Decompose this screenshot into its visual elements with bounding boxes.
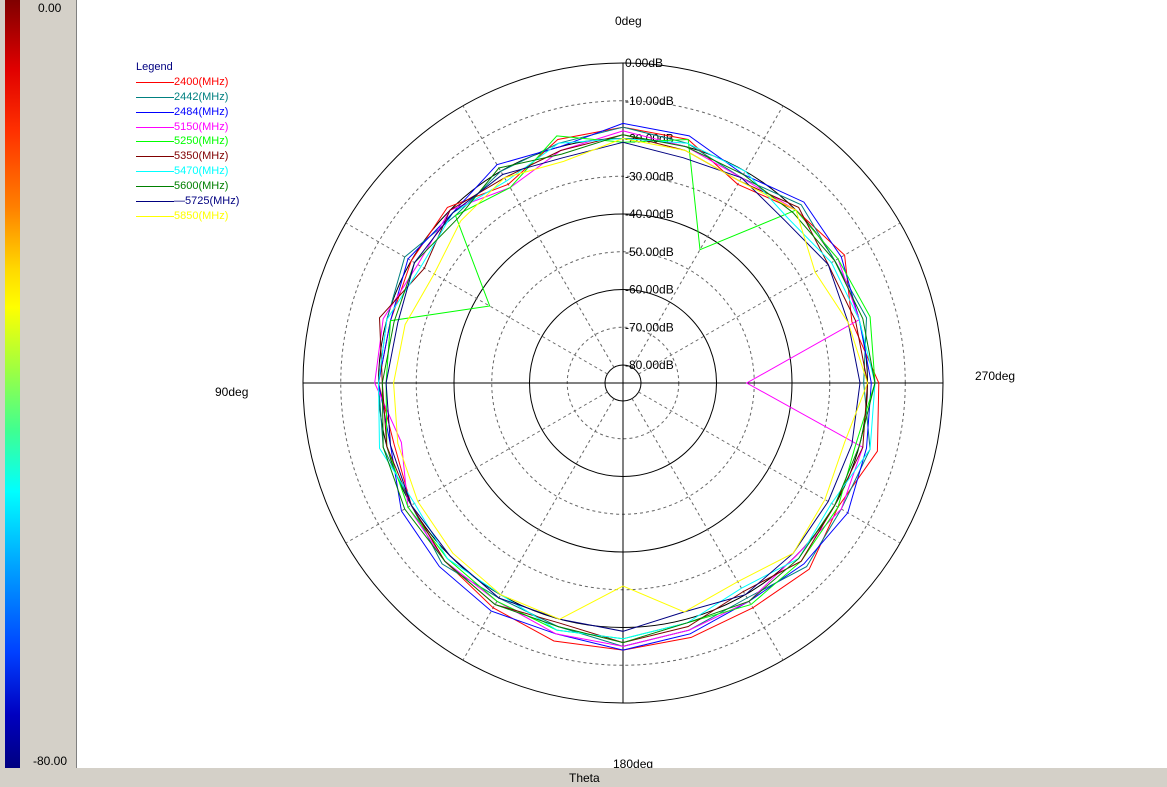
- legend-swatch: [136, 111, 174, 113]
- legend-swatch: [136, 96, 174, 98]
- colorbar-max-label: 0.00: [38, 1, 62, 15]
- series-line-5725mhz: [385, 141, 861, 632]
- colorbar-min-label: -80.00: [33, 754, 68, 768]
- series-line-5850mhz: [393, 138, 869, 620]
- grid-spoke: [638, 391, 901, 544]
- legend-swatch: [136, 141, 174, 143]
- series-line-2484mhz: [377, 122, 872, 651]
- plot-area: 0.00dB -10.00dB -20.00dB -30.00dB -40.00dB -5…: [76, 0, 1167, 768]
- colorbar: [5, 0, 20, 768]
- radial-tick-label: -10.00dB: [625, 94, 674, 108]
- legend-label: 5600(MHz): [174, 180, 229, 193]
- legend-label: 5470(MHz): [174, 165, 229, 178]
- legend-label: 2442(MHz): [174, 90, 229, 103]
- bottom-bar: [0, 768, 1167, 787]
- grid-spoke: [345, 391, 608, 544]
- grid-spoke: [462, 105, 615, 368]
- legend-entry: 2442(MHz): [136, 90, 239, 105]
- legend-entry: 5350(MHz): [136, 149, 239, 164]
- grid-spoke: [631, 105, 784, 368]
- grid-spoke: [638, 222, 901, 375]
- radial-tick-label: 0.00dB: [625, 56, 663, 70]
- legend-label: 5350(MHz): [174, 150, 229, 163]
- legend-entry: 5850(MHz): [136, 209, 239, 224]
- angle-label-bottom: 180deg: [613, 757, 653, 768]
- legend-swatch: [136, 171, 174, 173]
- radial-tick-label: -80.00dB: [625, 358, 674, 372]
- radial-tick-label: -70.00dB: [625, 320, 674, 334]
- legend-entries: 2400(MHz) 2442(MHz) 2484(MHz) 5150(MHz) 5250…: [136, 75, 239, 224]
- radial-tick-label: -60.00dB: [625, 283, 674, 297]
- legend-label: —5725(MHz): [174, 195, 240, 208]
- radial-tick-label: -50.00dB: [625, 245, 674, 259]
- legend-entry: 2400(MHz): [136, 75, 239, 90]
- legend-entry: —5725(MHz): [136, 194, 239, 209]
- colorbar-panel: 0.00 -80.00 dB: [0, 0, 76, 782]
- series-line-5470mhz: [377, 138, 876, 640]
- legend-entry: 5600(MHz): [136, 179, 239, 194]
- angle-label-left: 90deg: [215, 385, 248, 399]
- legend: Legend 2400(MHz) 2442(MHz) 2484(MHz) 5150(M…: [136, 60, 239, 224]
- legend-label: 5850(MHz): [174, 209, 229, 222]
- radial-tick-label: -40.00dB: [625, 207, 674, 221]
- series-line-2400mhz: [377, 126, 880, 651]
- series-line-5150mhz: [374, 130, 864, 647]
- grid-spoke: [345, 222, 608, 375]
- angle-label-top: 0deg: [615, 14, 642, 28]
- legend-swatch: [136, 126, 174, 128]
- angle-label-right: 270deg: [975, 369, 1015, 383]
- radial-tick-label: -30.00dB: [625, 169, 674, 183]
- legend-swatch: [136, 215, 174, 217]
- legend-label: 5150(MHz): [174, 120, 229, 133]
- grid-spoke: [462, 398, 615, 661]
- axis-title: Theta: [569, 771, 600, 785]
- legend-label: 5250(MHz): [174, 135, 229, 148]
- legend-label: 2400(MHz): [174, 75, 229, 88]
- legend-entry: 2484(MHz): [136, 105, 239, 120]
- legend-swatch: [136, 156, 174, 158]
- legend-entry: 5150(MHz): [136, 120, 239, 135]
- legend-title: Legend: [136, 61, 173, 73]
- legend-entry: 5470(MHz): [136, 164, 239, 179]
- polar-chart: 0.00dB-10.00dB-20.00dB-30.00dB-40.00dB-5…: [215, 14, 1015, 768]
- legend-swatch: [136, 200, 174, 202]
- legend-label: 2484(MHz): [174, 105, 229, 118]
- grid-spoke: [631, 398, 784, 661]
- legend-swatch: [136, 186, 174, 188]
- legend-entry: 5250(MHz): [136, 134, 239, 149]
- legend-swatch: [136, 81, 174, 83]
